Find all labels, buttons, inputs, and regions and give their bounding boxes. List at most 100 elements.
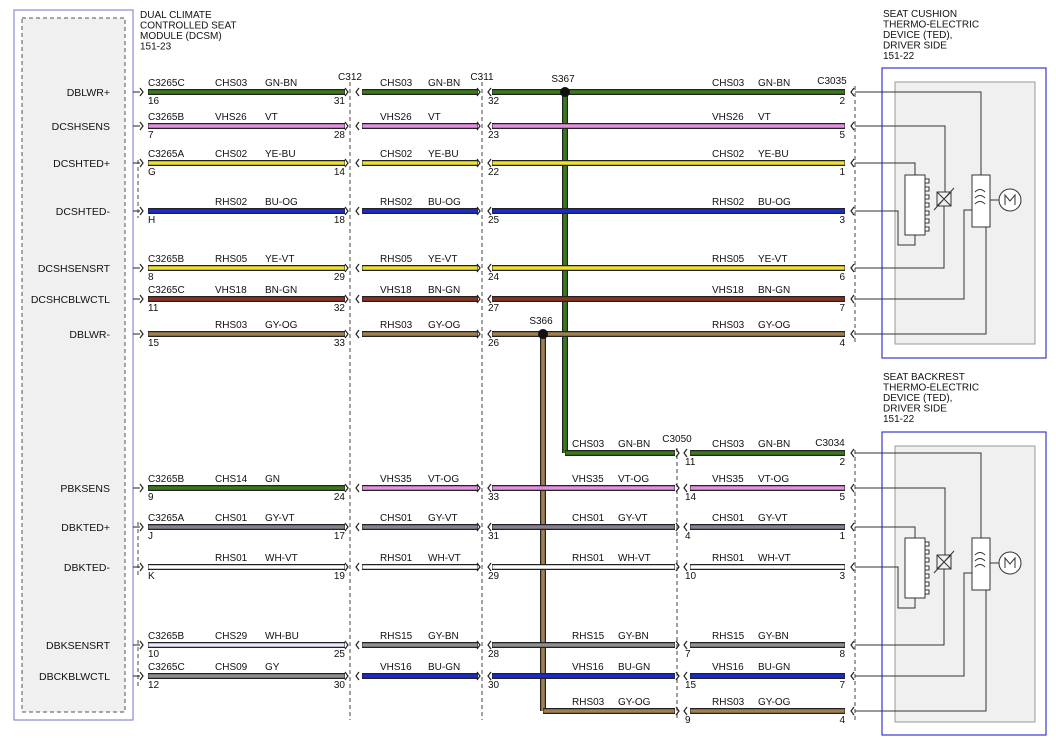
connector-chevron (344, 294, 349, 304)
wire-color-label: GY (265, 662, 280, 673)
pin-name: DBKSENSRT (46, 640, 111, 652)
connector-chevron (355, 87, 360, 97)
circuit-label: RHS05 (215, 254, 248, 265)
circuit-label: CHS03 (380, 78, 413, 89)
device-wire (855, 487, 946, 555)
wire-color-label: GY-VT (265, 513, 295, 524)
pin-number: 27 (488, 303, 500, 314)
wire-color-label: GN-BN (265, 78, 297, 89)
connector-chevron (344, 263, 349, 273)
device-wire (855, 91, 982, 175)
pin-name: DCSHSENS (52, 121, 110, 133)
connector-label: C3034 (815, 438, 845, 449)
connector-chevron (139, 522, 144, 532)
module-inner (21, 17, 126, 713)
pin-number: 4 (839, 715, 845, 726)
circuit-label: VHS16 (572, 662, 604, 673)
connector-chevron (487, 483, 492, 493)
connector-chevron (683, 706, 688, 716)
connector-label: C3265A (148, 149, 184, 160)
pin-number: 2 (839, 96, 845, 107)
circuit-label: RHS05 (712, 254, 745, 265)
connector-chevron (139, 483, 144, 493)
pin-number: 7 (685, 649, 691, 660)
module-title: MODULE (DCSM) (140, 31, 222, 42)
connector-chevron (487, 671, 492, 681)
pin-number: 7 (148, 130, 154, 141)
connector-label: C3050 (662, 434, 692, 445)
connector-chevron (850, 329, 855, 339)
connector-chevron (675, 671, 680, 681)
wire-color-label: GY-OG (265, 320, 298, 331)
pin-number: 2 (839, 457, 845, 468)
wire-color-label: YE-VT (428, 254, 457, 265)
device-wire (855, 569, 945, 646)
pin-number: 9 (685, 715, 691, 726)
pin-number: 7 (839, 680, 845, 691)
connector-chevron (487, 562, 492, 572)
wire-color-label: VT (265, 112, 278, 123)
module-title: CONTROLLED SEAT (140, 21, 237, 32)
circuit-label: VHS35 (380, 474, 412, 485)
wire-color-label: VT-OG (618, 474, 649, 485)
connector-chevron (355, 121, 360, 131)
heater-tooth (924, 565, 930, 571)
circuit-label: RHS02 (712, 197, 745, 208)
pin-number: 28 (334, 130, 346, 141)
pin-number: 5 (839, 130, 845, 141)
connector-label: S366 (529, 316, 553, 327)
connector-chevron (344, 562, 349, 572)
pin-number: 25 (334, 649, 346, 660)
motor-symbol (974, 552, 986, 568)
wire-color-label: WH-VT (265, 553, 298, 564)
connector-chevron (344, 206, 349, 216)
connector-chevron (344, 158, 349, 168)
wire-color-label: VT (428, 112, 441, 123)
heater-tooth (924, 581, 930, 587)
heater-tooth (924, 178, 930, 184)
pin-number: 9 (148, 492, 154, 503)
module-title: DUAL CLIMATE (140, 10, 212, 21)
connector-label: C311 (470, 72, 494, 83)
connector-chevron (487, 158, 492, 168)
wire-color-label: GN-BN (428, 78, 460, 89)
connector-chevron (675, 483, 680, 493)
connector-chevron (344, 87, 349, 97)
connector-chevron (476, 671, 481, 681)
module-title: 151-23 (140, 42, 172, 53)
circuit-label: VHS35 (712, 474, 744, 485)
connector-chevron (476, 522, 481, 532)
connector-chevron (850, 562, 855, 572)
connector-chevron (139, 121, 144, 131)
pin-number: 22 (488, 167, 500, 178)
pin-number: 10 (685, 571, 697, 582)
circuit-label: RHS15 (572, 631, 605, 642)
wire-color-label: WH-VT (618, 553, 651, 564)
device-title: THERMO-ELECTRIC (883, 383, 979, 394)
circuit-label: RHS05 (380, 254, 413, 265)
pin-name: DCSHCBLWCTL (31, 294, 110, 306)
pin-number: 3 (839, 571, 845, 582)
device-title: SEAT BACKREST (883, 372, 965, 383)
circuit-label: CHS02 (380, 149, 413, 160)
connector-chevron (675, 522, 680, 532)
pin-number: J (148, 531, 153, 542)
connector-chevron (487, 121, 492, 131)
device-wire (855, 209, 972, 300)
pin-number: 18 (334, 215, 346, 226)
device-wire (855, 210, 916, 246)
heater-tooth (924, 549, 930, 555)
connector-chevron (850, 640, 855, 650)
pin-number: 26 (488, 338, 500, 349)
connector-label: C3265B (148, 254, 184, 265)
pin-number: 31 (334, 96, 346, 107)
connector-chevron (344, 522, 349, 532)
device-title: DRIVER SIDE (883, 404, 947, 415)
pin-number: 24 (334, 492, 346, 503)
connector-chevron (344, 640, 349, 650)
connector-label: C3265B (148, 474, 184, 485)
circuit-label: VHS16 (380, 662, 412, 673)
circuit-label: CHS01 (572, 513, 605, 524)
connector-chevron (355, 671, 360, 681)
pin-number: 25 (488, 215, 500, 226)
